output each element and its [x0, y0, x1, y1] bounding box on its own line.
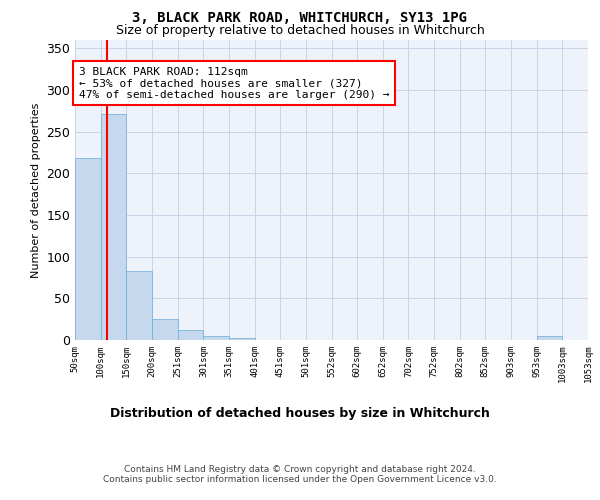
Bar — [178, 330, 203, 340]
Text: 3, BLACK PARK ROAD, WHITCHURCH, SY13 1PG: 3, BLACK PARK ROAD, WHITCHURCH, SY13 1PG — [133, 11, 467, 25]
Bar — [126, 271, 152, 340]
Bar — [101, 114, 126, 340]
Text: Contains HM Land Registry data © Crown copyright and database right 2024.
Contai: Contains HM Land Registry data © Crown c… — [103, 465, 497, 484]
Bar — [203, 336, 229, 340]
Bar — [229, 338, 254, 340]
Bar — [152, 319, 178, 340]
Bar — [537, 336, 562, 340]
Bar — [75, 158, 101, 340]
Text: 3 BLACK PARK ROAD: 112sqm
← 53% of detached houses are smaller (327)
47% of semi: 3 BLACK PARK ROAD: 112sqm ← 53% of detac… — [79, 66, 389, 100]
Y-axis label: Number of detached properties: Number of detached properties — [31, 102, 41, 278]
Text: Size of property relative to detached houses in Whitchurch: Size of property relative to detached ho… — [116, 24, 484, 37]
Text: Distribution of detached houses by size in Whitchurch: Distribution of detached houses by size … — [110, 408, 490, 420]
